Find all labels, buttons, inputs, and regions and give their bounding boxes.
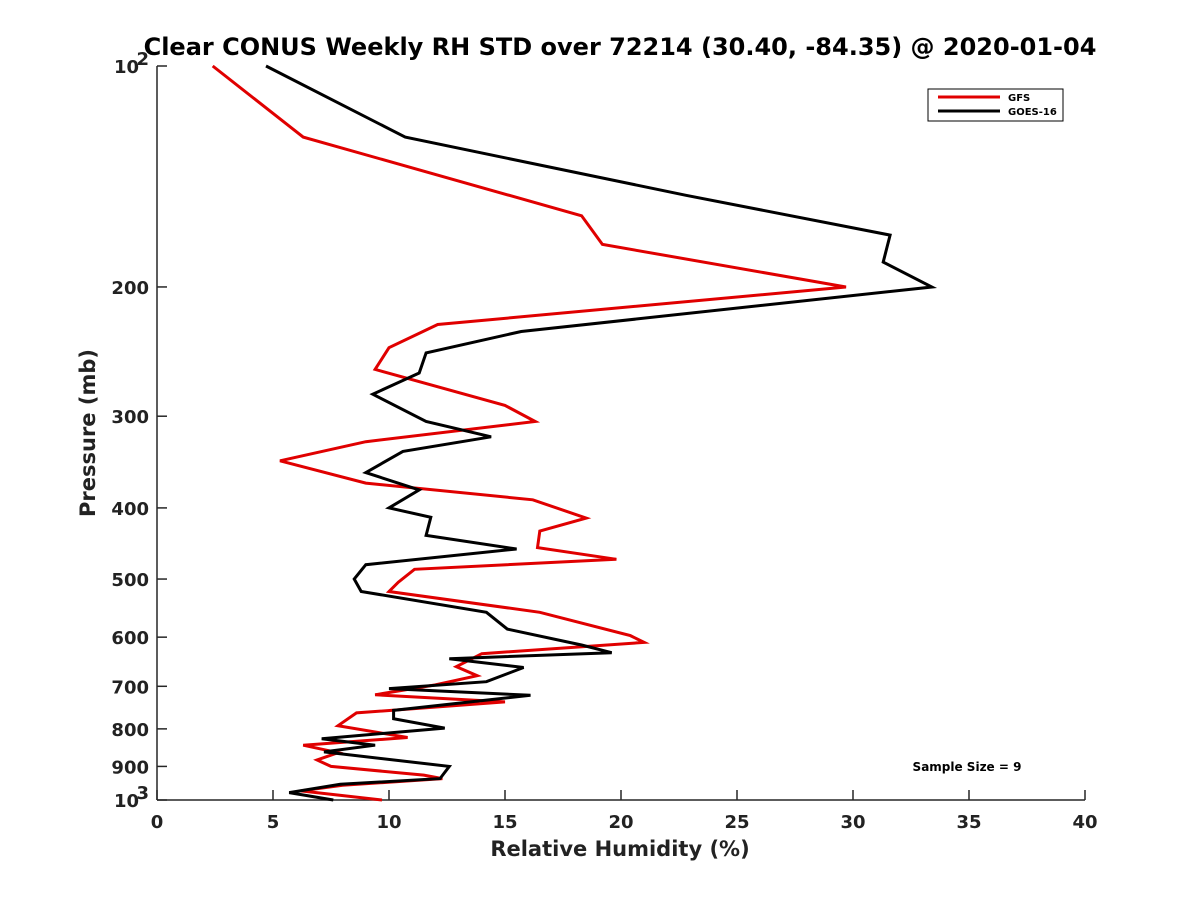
x-tick-label: 30 (840, 812, 865, 833)
y-tick-exponent: 2 (136, 49, 149, 70)
x-tick-label: 25 (724, 812, 749, 833)
x-axis: 0 5 10 15 20 25 30 35 40 (151, 790, 1098, 833)
y-tick-label: 10 (114, 57, 139, 78)
y-tick-exponent: 3 (136, 783, 149, 804)
y-axis-label: Pressure (mb) (76, 349, 100, 517)
y-tick-label: 900 (111, 757, 149, 778)
y-tick-label: 500 (111, 570, 149, 591)
plot-area (156, 66, 1085, 801)
y-tick-label: 800 (111, 720, 149, 741)
x-tick-label: 20 (608, 812, 633, 833)
x-tick-label: 5 (267, 812, 280, 833)
chart-title: Clear CONUS Weekly RH STD over 72214 (30… (144, 33, 1097, 61)
x-tick-label: 0 (151, 812, 164, 833)
legend-box (927, 88, 1064, 122)
legend-label-goes16: GOES-16 (1008, 107, 1057, 118)
y-tick-label: 200 (111, 278, 149, 299)
x-tick-label: 10 (376, 812, 401, 833)
x-axis-label: Relative Humidity (%) (490, 837, 749, 861)
x-tick-label: 15 (492, 812, 517, 833)
series-line-goes-16 (265, 64, 938, 802)
series-line-gfs (211, 64, 847, 802)
legend-label-gfs: GFS (1008, 93, 1030, 104)
sample-size-annotation: Sample Size = 9 (913, 760, 1022, 774)
y-tick-label: 300 (111, 407, 149, 428)
y-tick-label: 600 (111, 628, 149, 649)
y-tick-label: 10 (114, 791, 139, 812)
x-tick-label: 40 (1072, 812, 1097, 833)
series-layer (211, 64, 938, 802)
legend: GFS GOES-16 (927, 88, 1064, 122)
y-tick-label: 400 (111, 499, 149, 520)
x-tick-label: 35 (956, 812, 981, 833)
y-tick-label: 700 (111, 677, 149, 698)
